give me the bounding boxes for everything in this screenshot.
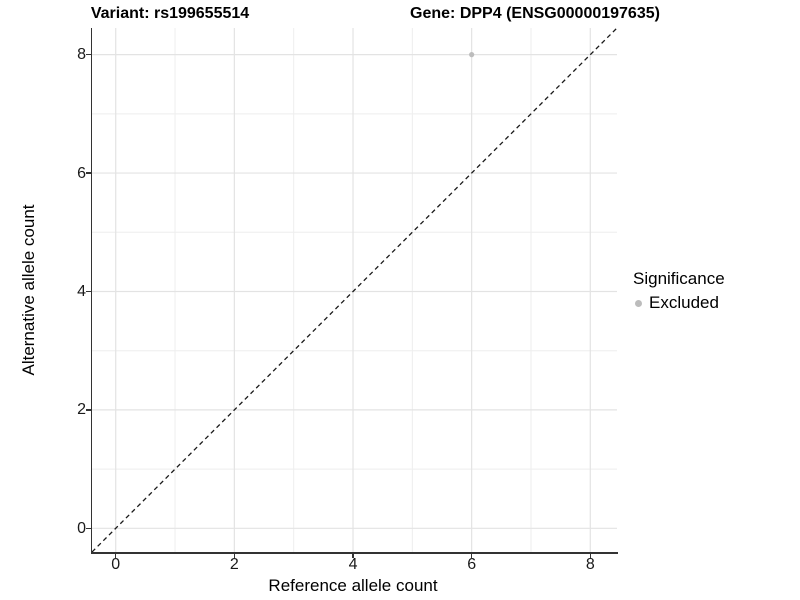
x-tick-mark [114, 553, 117, 558]
legend-point-icon [635, 299, 642, 307]
chart-canvas [92, 28, 617, 552]
y-tick-mark [86, 290, 91, 293]
x-tick-label: 2 [229, 556, 239, 573]
x-tick-mark [589, 553, 592, 558]
y-tick-label: 0 [77, 519, 86, 537]
x-tick-label: 6 [467, 556, 477, 573]
y-tick-mark [86, 53, 91, 56]
plot-title-variant: Variant: rs199655514 [90, 5, 250, 22]
data-point [469, 52, 475, 58]
y-axis-line [90, 28, 92, 554]
x-tick-mark [470, 553, 473, 558]
y-tick-mark [86, 527, 91, 530]
x-axis-title: Reference allele count [268, 576, 438, 595]
legend-item-excluded: Excluded [633, 293, 725, 313]
legend-item-label: Excluded [649, 293, 719, 312]
y-tick-label: 8 [77, 46, 86, 64]
plot-title-gene: Gene: DPP4 (ENSG00000197635) [410, 5, 660, 22]
identity-reference-line [92, 28, 617, 552]
y-tick-mark [86, 409, 91, 411]
x-tick-mark [233, 553, 236, 558]
x-axis-line [90, 552, 618, 554]
x-tick-label: 8 [585, 556, 595, 573]
x-tick-label: 4 [348, 556, 358, 573]
y-tick-label: 6 [77, 164, 86, 182]
legend-title: Significance [633, 269, 725, 288]
y-axis-title: Alternative allele count [19, 204, 38, 376]
legend: Significance Excluded [633, 269, 725, 313]
y-tick-label: 4 [77, 282, 86, 300]
y-tick-mark [86, 172, 91, 174]
x-tick-mark [352, 553, 354, 558]
y-tick-label: 2 [77, 401, 86, 419]
x-tick-label: 0 [111, 556, 121, 573]
